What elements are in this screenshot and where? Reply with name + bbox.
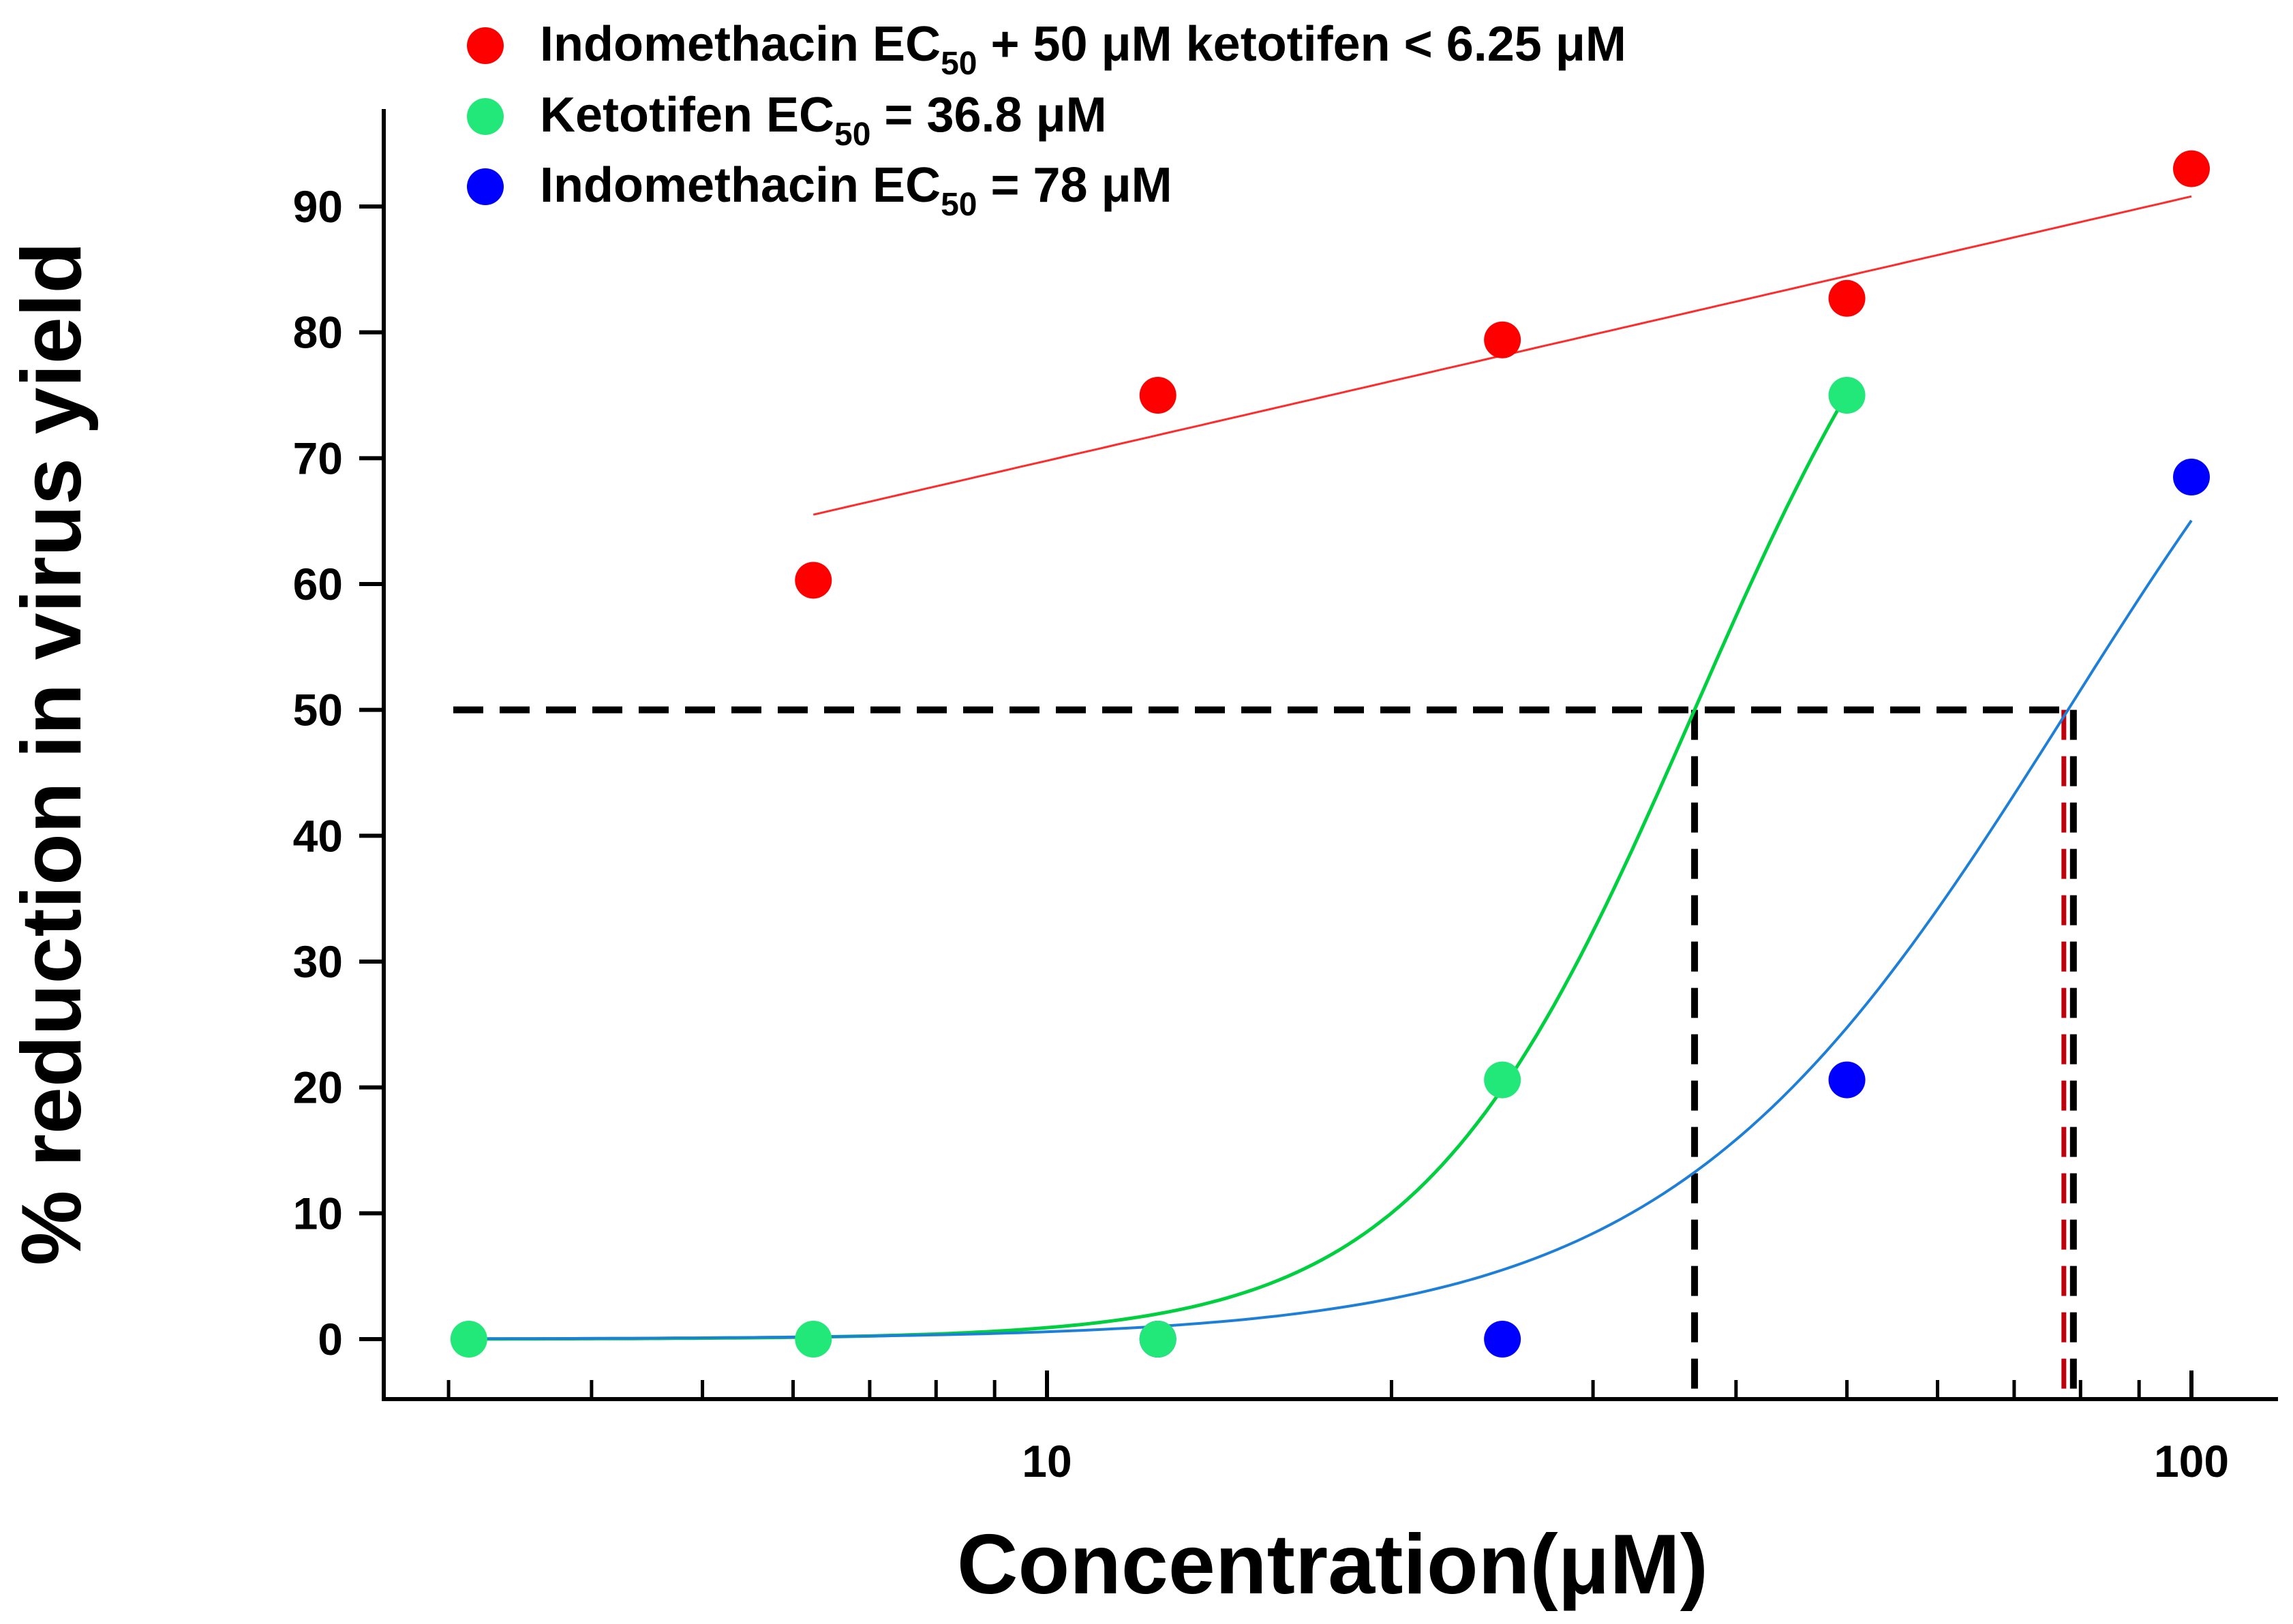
y-tick-label: 90 — [293, 181, 343, 232]
x-tick-label: 100 — [2154, 1436, 2229, 1486]
ketotifen-point — [1139, 1321, 1176, 1358]
y-tick-label: 0 — [318, 1314, 343, 1364]
x-tick-label: 10 — [1022, 1436, 1072, 1486]
y-tick-label: 40 — [293, 810, 343, 861]
y-ticks: 0 10 20 30 40 50 60 70 80 90 — [293, 181, 384, 1364]
ketotifen-point — [795, 1321, 832, 1358]
indomethacin-point — [1828, 1061, 1866, 1099]
legend-entry: Ketotifen EC50 = 36.8 μM — [540, 88, 1107, 153]
y-tick-label: 70 — [293, 433, 343, 483]
y-tick-label: 80 — [293, 307, 343, 358]
indomethacin-ketotifen-point — [795, 562, 832, 599]
legend: Indomethacin EC50 + 50 μM ketotifen < 6.… — [467, 17, 1626, 223]
y-tick-label: 10 — [293, 1188, 343, 1238]
ketotifen-point — [450, 1321, 487, 1358]
indomethacin-point — [2173, 459, 2210, 496]
y-tick-label: 30 — [293, 936, 343, 987]
legend-marker — [467, 27, 504, 64]
ketotifen-point — [1828, 377, 1866, 414]
indomethacin-ketotifen-point — [1139, 377, 1176, 414]
y-tick-label: 60 — [293, 559, 343, 609]
x-axis-title: Concentration(μM) — [957, 1518, 1708, 1612]
legend-marker — [467, 168, 504, 205]
fit-curve-ketotifen — [468, 393, 1849, 1341]
legend-entry: Indomethacin EC50 + 50 μM ketotifen < 6.… — [540, 17, 1626, 82]
fit-curves — [468, 195, 2193, 1341]
ec50-reference-lines — [453, 706, 2077, 1399]
indomethacin-ketotifen-point — [1484, 321, 1521, 358]
indomethacin-point — [1484, 1321, 1521, 1358]
y-tick-label: 20 — [293, 1062, 343, 1113]
legend-marker — [467, 98, 504, 135]
ketotifen-point — [1484, 1061, 1521, 1099]
legend-entry: Indomethacin EC50 = 78 μM — [540, 158, 1172, 223]
y-tick-label: 50 — [293, 685, 343, 735]
indomethacin-ketotifen-point — [1828, 279, 1866, 317]
axes — [382, 109, 2278, 1401]
indomethacin-ketotifen-point — [2173, 150, 2210, 187]
x-ticks: 10 100 — [446, 1370, 2229, 1486]
y-axis-title: % reduction in virus yield — [5, 242, 99, 1266]
fit-curve-indomethacin — [468, 519, 2193, 1340]
data-points — [450, 150, 2210, 1358]
